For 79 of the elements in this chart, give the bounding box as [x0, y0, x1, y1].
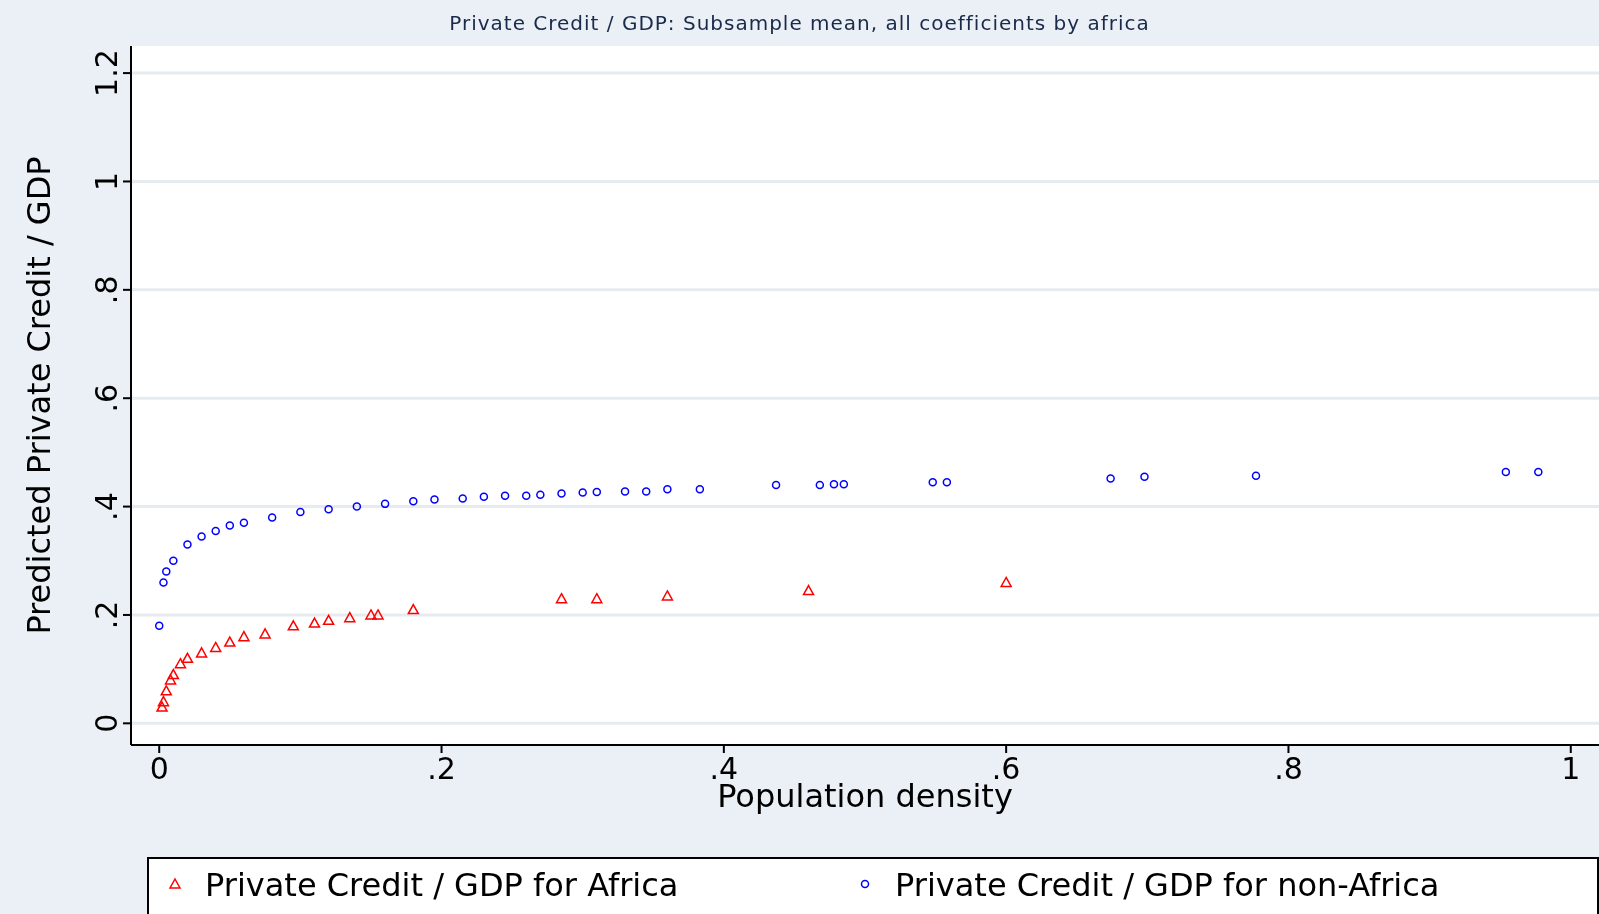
point	[195, 647, 208, 658]
point	[322, 614, 335, 626]
point	[157, 695, 170, 707]
point	[162, 567, 171, 576]
point	[209, 641, 222, 653]
point	[344, 611, 356, 623]
point	[238, 630, 250, 642]
point	[365, 609, 377, 620]
legend-label: Private Credit / GDP for non-Africa	[895, 866, 1440, 904]
point	[164, 674, 177, 685]
point	[829, 480, 839, 489]
point	[815, 480, 825, 490]
point	[555, 592, 568, 604]
point	[259, 628, 271, 639]
point	[663, 484, 672, 494]
point	[661, 590, 674, 601]
point	[1140, 472, 1149, 482]
point	[287, 620, 300, 631]
point	[174, 657, 187, 669]
point	[324, 505, 333, 514]
point	[409, 496, 418, 506]
point	[407, 603, 420, 615]
point	[239, 518, 249, 528]
point	[592, 487, 602, 497]
x-tick-label: .6	[991, 751, 1021, 786]
point	[154, 621, 164, 631]
x-tick-label: 0	[149, 751, 169, 786]
point	[352, 502, 362, 511]
point	[308, 617, 321, 628]
point	[197, 532, 206, 541]
point	[296, 507, 305, 517]
point	[1501, 467, 1511, 477]
point	[1000, 576, 1012, 588]
point	[928, 477, 937, 487]
point	[578, 488, 587, 497]
point	[380, 499, 390, 509]
point	[1534, 467, 1543, 477]
point	[479, 492, 489, 502]
point	[536, 490, 545, 499]
point	[802, 584, 815, 596]
point	[591, 592, 603, 604]
legend-label: Private Credit / GDP for Africa	[205, 866, 679, 904]
point	[211, 526, 220, 536]
point	[160, 685, 173, 696]
point	[156, 701, 168, 712]
point	[267, 513, 277, 522]
point	[641, 487, 651, 496]
x-tick-label: .8	[1274, 751, 1303, 786]
point	[372, 609, 384, 620]
x-tick-label: 1	[1561, 751, 1581, 786]
x-tick-label: .2	[427, 751, 456, 786]
point	[771, 480, 781, 490]
point	[225, 521, 235, 530]
y-tick-label: .6	[89, 383, 124, 413]
point	[620, 487, 630, 496]
point	[430, 495, 439, 504]
point	[181, 652, 194, 664]
point	[1251, 471, 1261, 480]
y-axis-title: Predicted Private Credit / GDP	[20, 156, 58, 635]
point	[521, 491, 531, 500]
y-tick-label: 0	[89, 713, 124, 733]
chart-title: Private Credit / GDP: Subsample mean, all coefficients by africa	[449, 11, 1150, 35]
point	[458, 494, 467, 503]
y-tick-label: 1.2	[89, 49, 124, 97]
point	[942, 477, 952, 487]
y-tick-label: .8	[89, 275, 124, 305]
y-tick-label: .2	[89, 600, 124, 630]
point	[224, 636, 236, 647]
point	[1106, 474, 1115, 483]
point	[500, 491, 510, 500]
point	[183, 540, 192, 549]
y-tick-label: .4	[89, 492, 124, 521]
point	[167, 668, 180, 680]
point	[557, 489, 566, 498]
point	[169, 556, 178, 566]
point	[695, 484, 705, 494]
y-tick-label: 1	[89, 171, 124, 192]
point	[839, 480, 849, 489]
point	[159, 578, 168, 587]
